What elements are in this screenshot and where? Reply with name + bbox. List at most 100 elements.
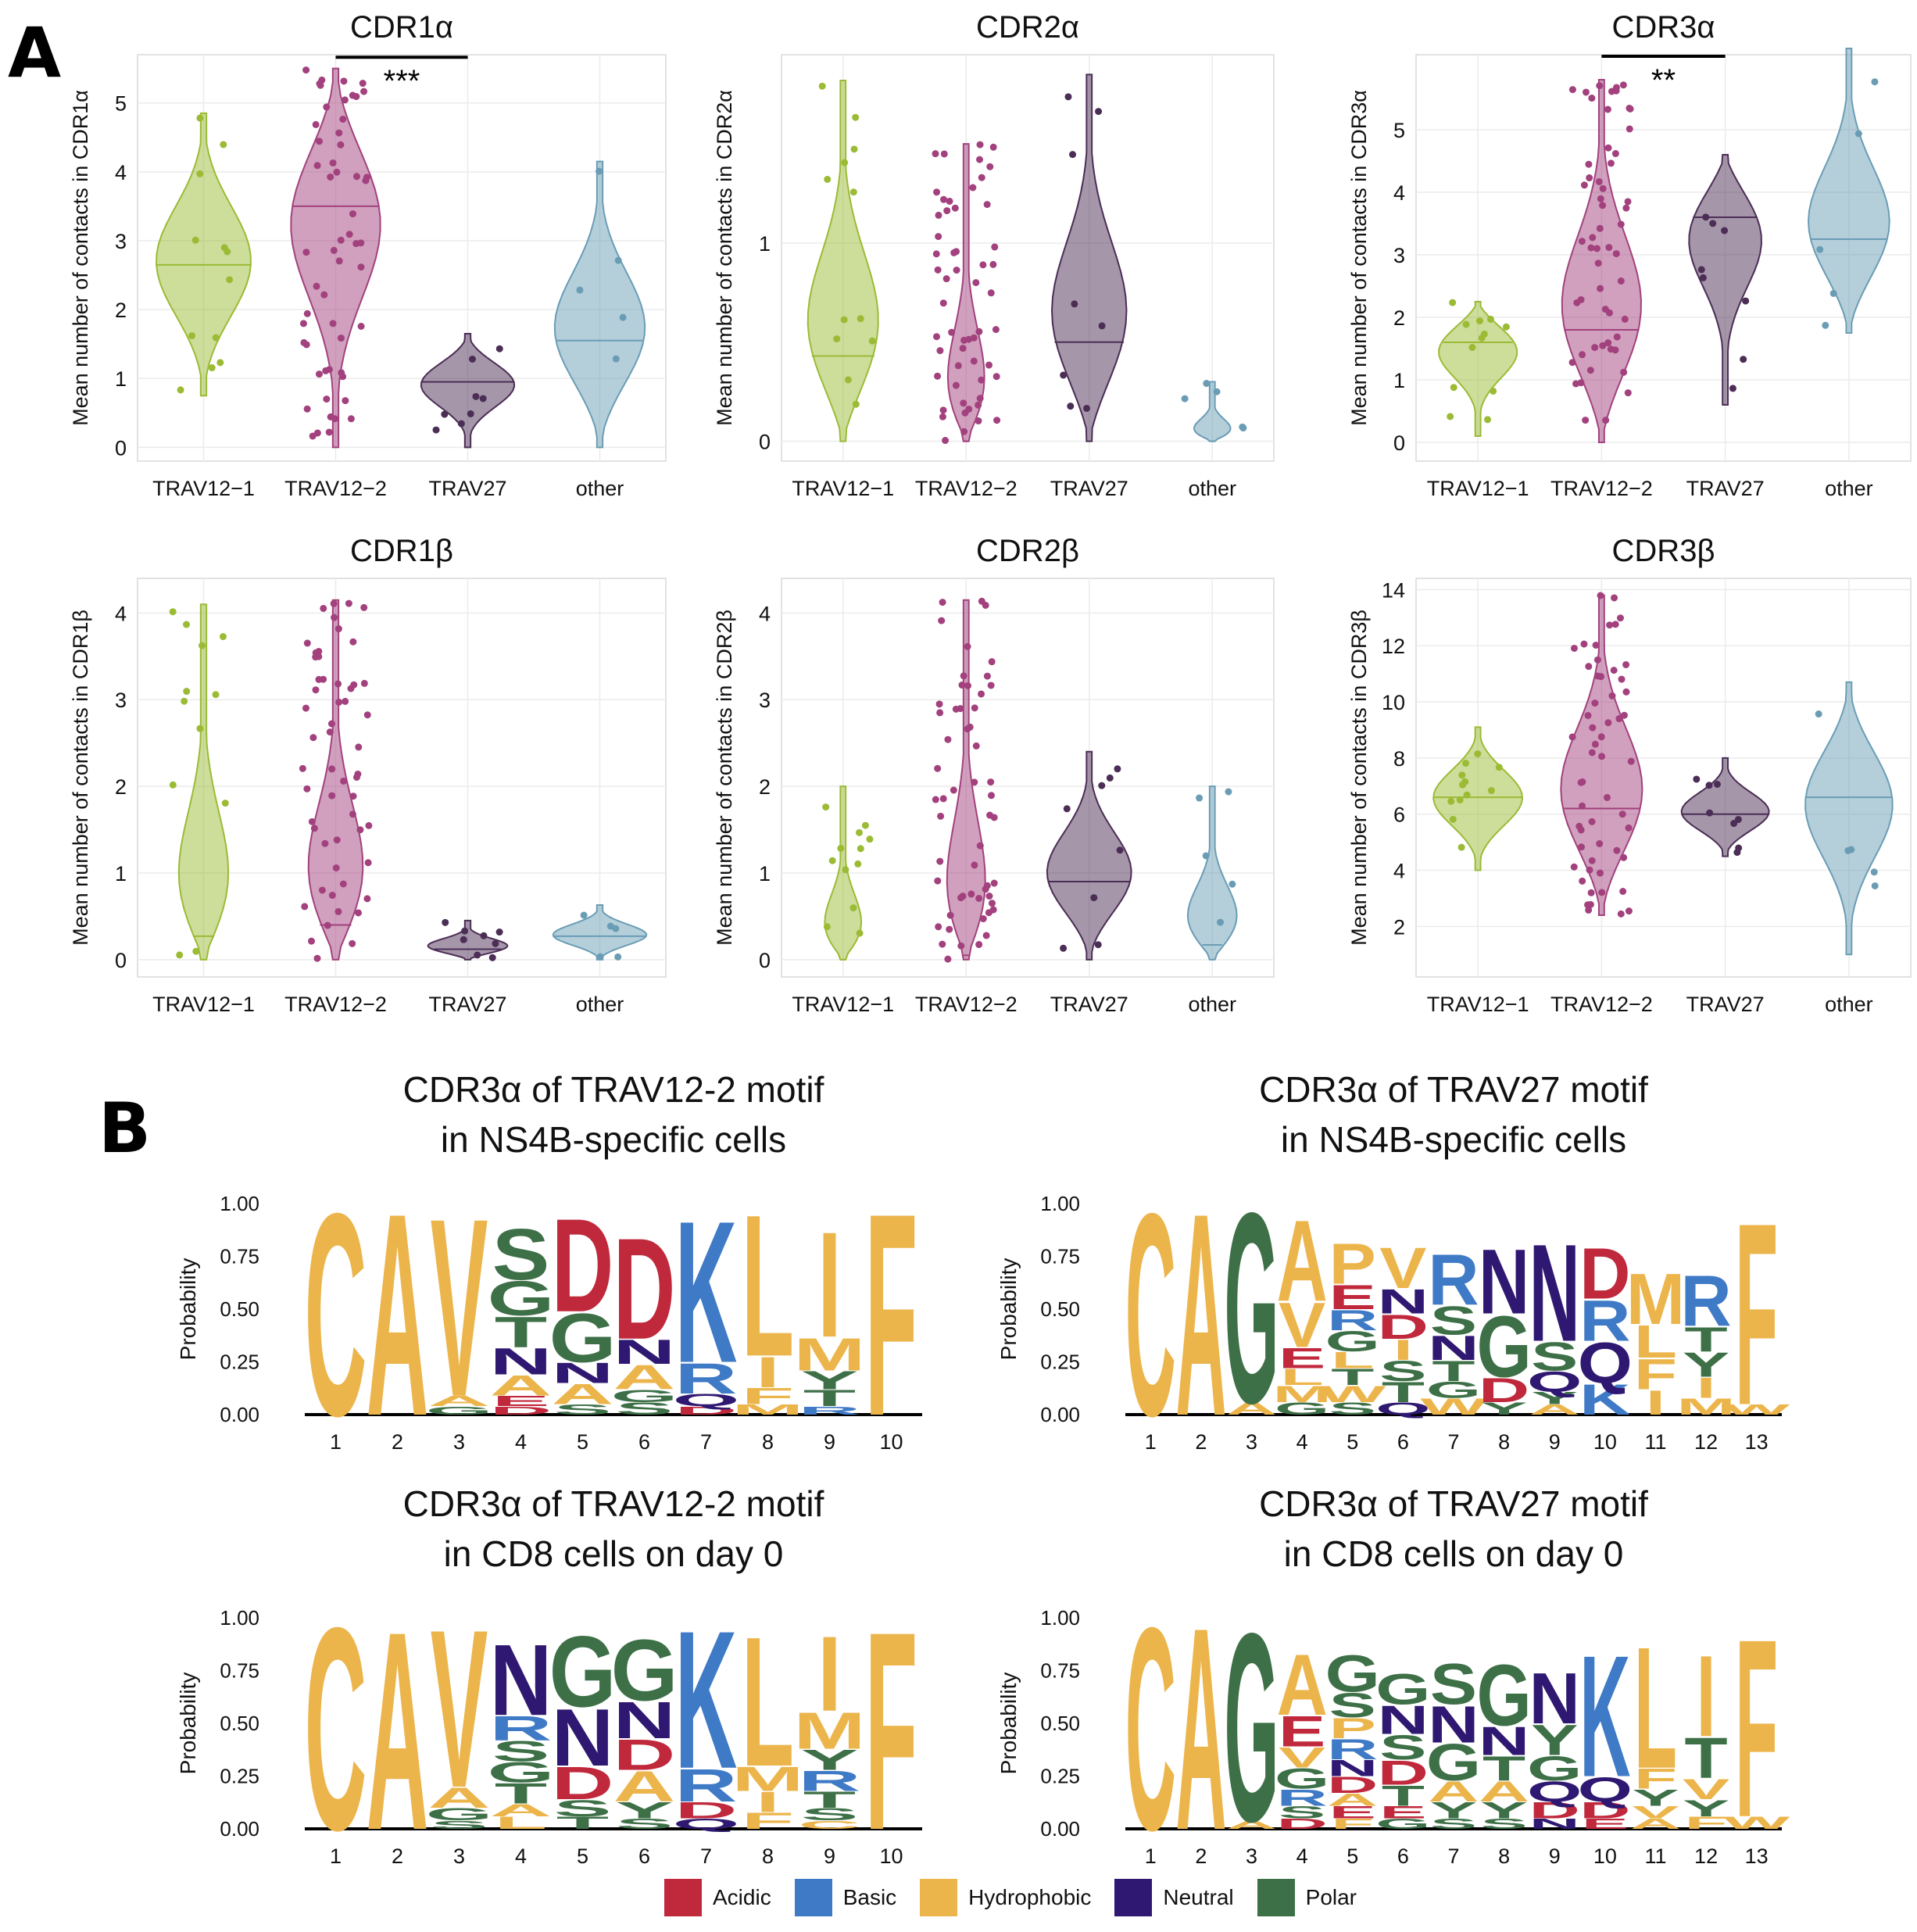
data-point <box>330 246 338 254</box>
data-point <box>181 697 188 705</box>
data-point <box>950 786 957 794</box>
data-point <box>1606 621 1614 629</box>
data-point <box>355 743 363 751</box>
data-point <box>1593 245 1601 252</box>
logo-letter: V <box>431 1583 488 1835</box>
data-point <box>479 395 487 402</box>
data-point <box>224 248 231 256</box>
y-axis-label: Mean number of contacts in CDR2β <box>713 610 736 946</box>
data-point <box>988 900 996 907</box>
data-point <box>1586 367 1594 374</box>
y-tick-label: 0 <box>115 949 127 972</box>
data-point <box>1596 840 1604 848</box>
data-point <box>1847 846 1855 853</box>
data-point <box>1622 688 1630 696</box>
logo-letter: C <box>1125 1154 1176 1477</box>
data-point <box>1740 356 1747 363</box>
data-point <box>576 286 584 294</box>
logo-letter: D <box>1529 1798 1580 1823</box>
x-tick-label: other <box>1188 477 1236 500</box>
data-point <box>196 170 204 177</box>
data-point <box>1586 900 1594 908</box>
data-point <box>960 672 967 680</box>
logo-letter: T <box>1382 1780 1425 1812</box>
data-point <box>1459 781 1467 789</box>
logo-letter: M <box>1626 1259 1685 1340</box>
data-point <box>933 188 941 196</box>
data-point <box>992 326 1000 334</box>
data-point <box>1816 245 1824 253</box>
data-point <box>1456 796 1464 804</box>
logo-letter: Q <box>1375 1399 1430 1419</box>
data-point <box>971 861 978 869</box>
data-point <box>468 355 476 363</box>
data-point <box>1871 882 1879 889</box>
data-point <box>339 880 347 888</box>
logo-letter: E <box>1329 1279 1376 1317</box>
data-point <box>1577 778 1585 786</box>
logo-letter: N <box>1378 1697 1429 1742</box>
data-point <box>939 299 947 307</box>
logo-letter: N <box>1529 1816 1580 1832</box>
y-tick-label: 3 <box>759 689 771 712</box>
logo-letter: G <box>611 1623 678 1719</box>
panel-label-a: A <box>8 13 62 93</box>
violin-panel-4: 0 1 2 3 4 TRAV12−1 TRAV12−2 TRAV27 other CDR1β Mea… <box>69 534 667 1016</box>
data-point <box>944 955 952 963</box>
data-point <box>1116 846 1124 854</box>
data-point <box>1586 174 1593 182</box>
violin-panel-2: 0 1 TRAV12−1 TRAV12−2 TRAV27 other CDR2α Mean n… <box>713 10 1275 500</box>
data-point <box>1624 389 1632 397</box>
data-point <box>220 141 227 148</box>
data-point <box>183 688 191 696</box>
y-tick-label: 1 <box>759 862 771 886</box>
x-tick-label: TRAV12−1 <box>792 993 894 1016</box>
data-point <box>964 642 971 650</box>
logo-letter: G <box>1325 1326 1380 1358</box>
position-label: 1 <box>1145 1844 1157 1868</box>
data-point <box>432 426 440 434</box>
data-point <box>1462 760 1470 767</box>
y-tick-label: 1.00 <box>220 1606 259 1630</box>
logo-subtitle: in CD8 cells on day 0 <box>1284 1533 1624 1574</box>
data-point <box>196 724 204 732</box>
data-point <box>976 141 984 148</box>
violin-panel-1: 0 1 2 3 4 5 TRAV12−1 TRAV12−2 TRAV27 other CDR1α Me… <box>69 10 667 500</box>
logo-letter: N <box>1479 1231 1529 1334</box>
y-tick-label: 0.00 <box>1040 1403 1080 1426</box>
logo-letter: S <box>1329 1687 1376 1725</box>
data-point <box>1591 344 1599 352</box>
logo-letter: R <box>490 1708 553 1748</box>
violin-trav12-1 <box>156 112 252 397</box>
logo-letter: G <box>1477 1648 1532 1744</box>
data-point <box>1478 334 1486 342</box>
logo-letter: Q <box>1527 1365 1582 1397</box>
data-point <box>1602 417 1610 424</box>
y-tick-label: 2 <box>1393 915 1405 939</box>
data-point <box>1589 234 1597 242</box>
data-point <box>1502 323 1510 331</box>
panel-label-b: B <box>98 1088 152 1168</box>
position-label: 3 <box>453 1844 465 1868</box>
data-point <box>1854 130 1862 138</box>
logo-letter: I <box>756 1786 780 1818</box>
legend-label: Basic <box>842 1885 897 1909</box>
data-point <box>1597 284 1604 292</box>
data-point <box>993 417 1001 424</box>
logo-letter: G <box>1325 1644 1380 1703</box>
logo-letter: P <box>1329 1712 1376 1744</box>
position-label: 10 <box>879 1430 903 1454</box>
data-point <box>299 320 307 327</box>
panel-title: CDR2β <box>976 534 1079 568</box>
data-point <box>363 174 370 181</box>
significance-label: ** <box>1651 63 1676 98</box>
data-point <box>1622 660 1630 668</box>
data-point <box>948 328 956 336</box>
data-point <box>1607 345 1615 353</box>
violin-other <box>1807 48 1890 334</box>
sequence-logo-panel-3: CDR3α of TRAV12-2 motif in CD8 cells on d… <box>176 1483 922 1891</box>
data-point <box>944 735 952 743</box>
position-label: 10 <box>1593 1844 1617 1868</box>
data-point <box>983 201 991 209</box>
position-label: 2 <box>1195 1430 1207 1454</box>
